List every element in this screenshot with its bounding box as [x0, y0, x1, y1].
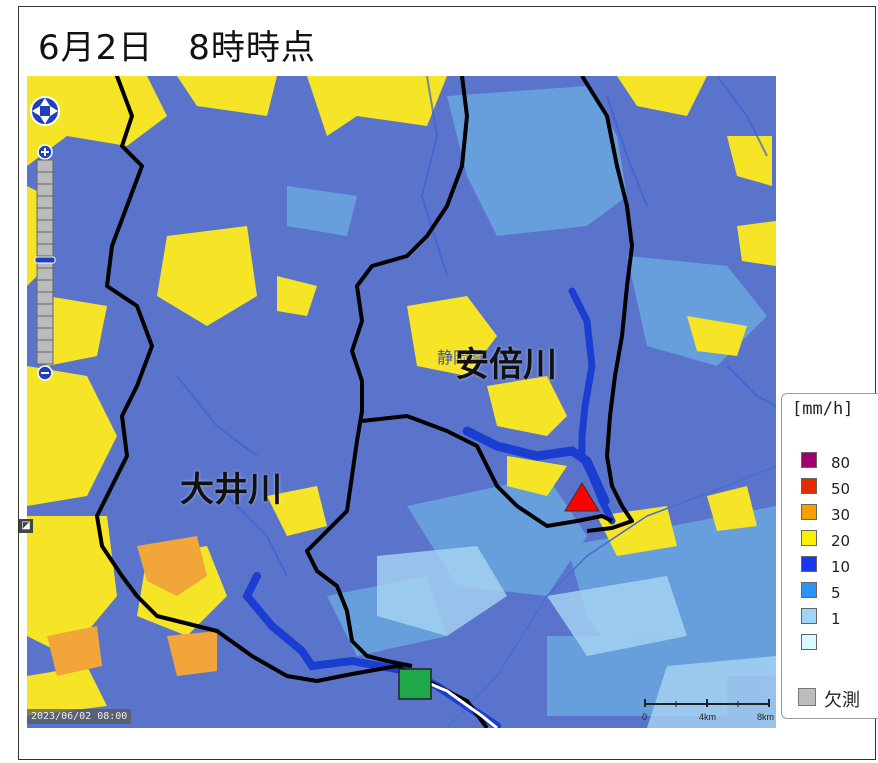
- scale-bar-line: [644, 699, 770, 707]
- legend-swatch: [801, 634, 817, 650]
- map-canvas: [27, 76, 776, 728]
- zoom-slider-handle[interactable]: [34, 256, 56, 264]
- legend-swatch: [801, 582, 817, 598]
- coastline: [446, 465, 776, 728]
- triangle-marker[interactable]: [564, 482, 600, 512]
- legend-swatch: [801, 530, 817, 546]
- timestamp-label: 2023/06/02 08:00: [27, 709, 132, 724]
- page-title: 6月2日 8時時点: [38, 28, 316, 68]
- abe-river-label: 安倍川: [455, 345, 557, 385]
- legend-swatch: [801, 478, 817, 494]
- pan-right-icon[interactable]: [50, 106, 58, 116]
- zoom-navigation-control[interactable]: [27, 76, 67, 386]
- prefecture-label: 静岡県: [437, 348, 486, 367]
- legend-value: 5: [831, 584, 841, 602]
- pan-left-icon[interactable]: [32, 106, 40, 116]
- legend-missing-label: 欠測: [824, 690, 860, 711]
- scale-tick-4km: 4km: [699, 712, 717, 722]
- scale-tick-0: 0: [642, 712, 648, 722]
- zoom-slider-ticks: [37, 171, 53, 353]
- oi-river-label: 大井川: [180, 470, 282, 510]
- scale-bar: 0 4km 8km: [639, 694, 774, 724]
- legend-value: 50: [831, 480, 851, 498]
- rain-area-1mm: [377, 546, 776, 728]
- basin-boundaries: [95, 76, 634, 728]
- legend-unit: [mm/h]: [792, 399, 854, 419]
- legend-value: 10: [831, 558, 851, 576]
- pan-down-icon[interactable]: [40, 116, 50, 124]
- legend-swatch: [801, 556, 817, 572]
- radar-map[interactable]: 静岡県 2023/06/02 08:00 0 4km 8km: [27, 76, 776, 728]
- legend-value: 80: [831, 454, 851, 472]
- legend-swatch: [801, 608, 817, 624]
- legend-value: 30: [831, 506, 851, 524]
- legend-swatch: [801, 504, 817, 520]
- minor-rivers: [176, 76, 776, 577]
- legend-swatch: [801, 452, 817, 468]
- legend-value: 20: [831, 532, 851, 550]
- rain-area-20mm: [27, 76, 776, 716]
- legend-value: 1: [831, 610, 841, 628]
- pan-up-icon[interactable]: [40, 98, 50, 106]
- expand-icon[interactable]: ◪: [19, 519, 33, 533]
- scale-tick-8km: 8km: [757, 712, 775, 722]
- square-marker[interactable]: [398, 668, 432, 700]
- legend-missing-swatch: [798, 688, 816, 706]
- rain-area-30mm: [47, 536, 217, 676]
- legend: [mm/h] 80 50 30 20 10 5 1 欠測: [781, 393, 878, 719]
- pan-control[interactable]: [30, 96, 60, 126]
